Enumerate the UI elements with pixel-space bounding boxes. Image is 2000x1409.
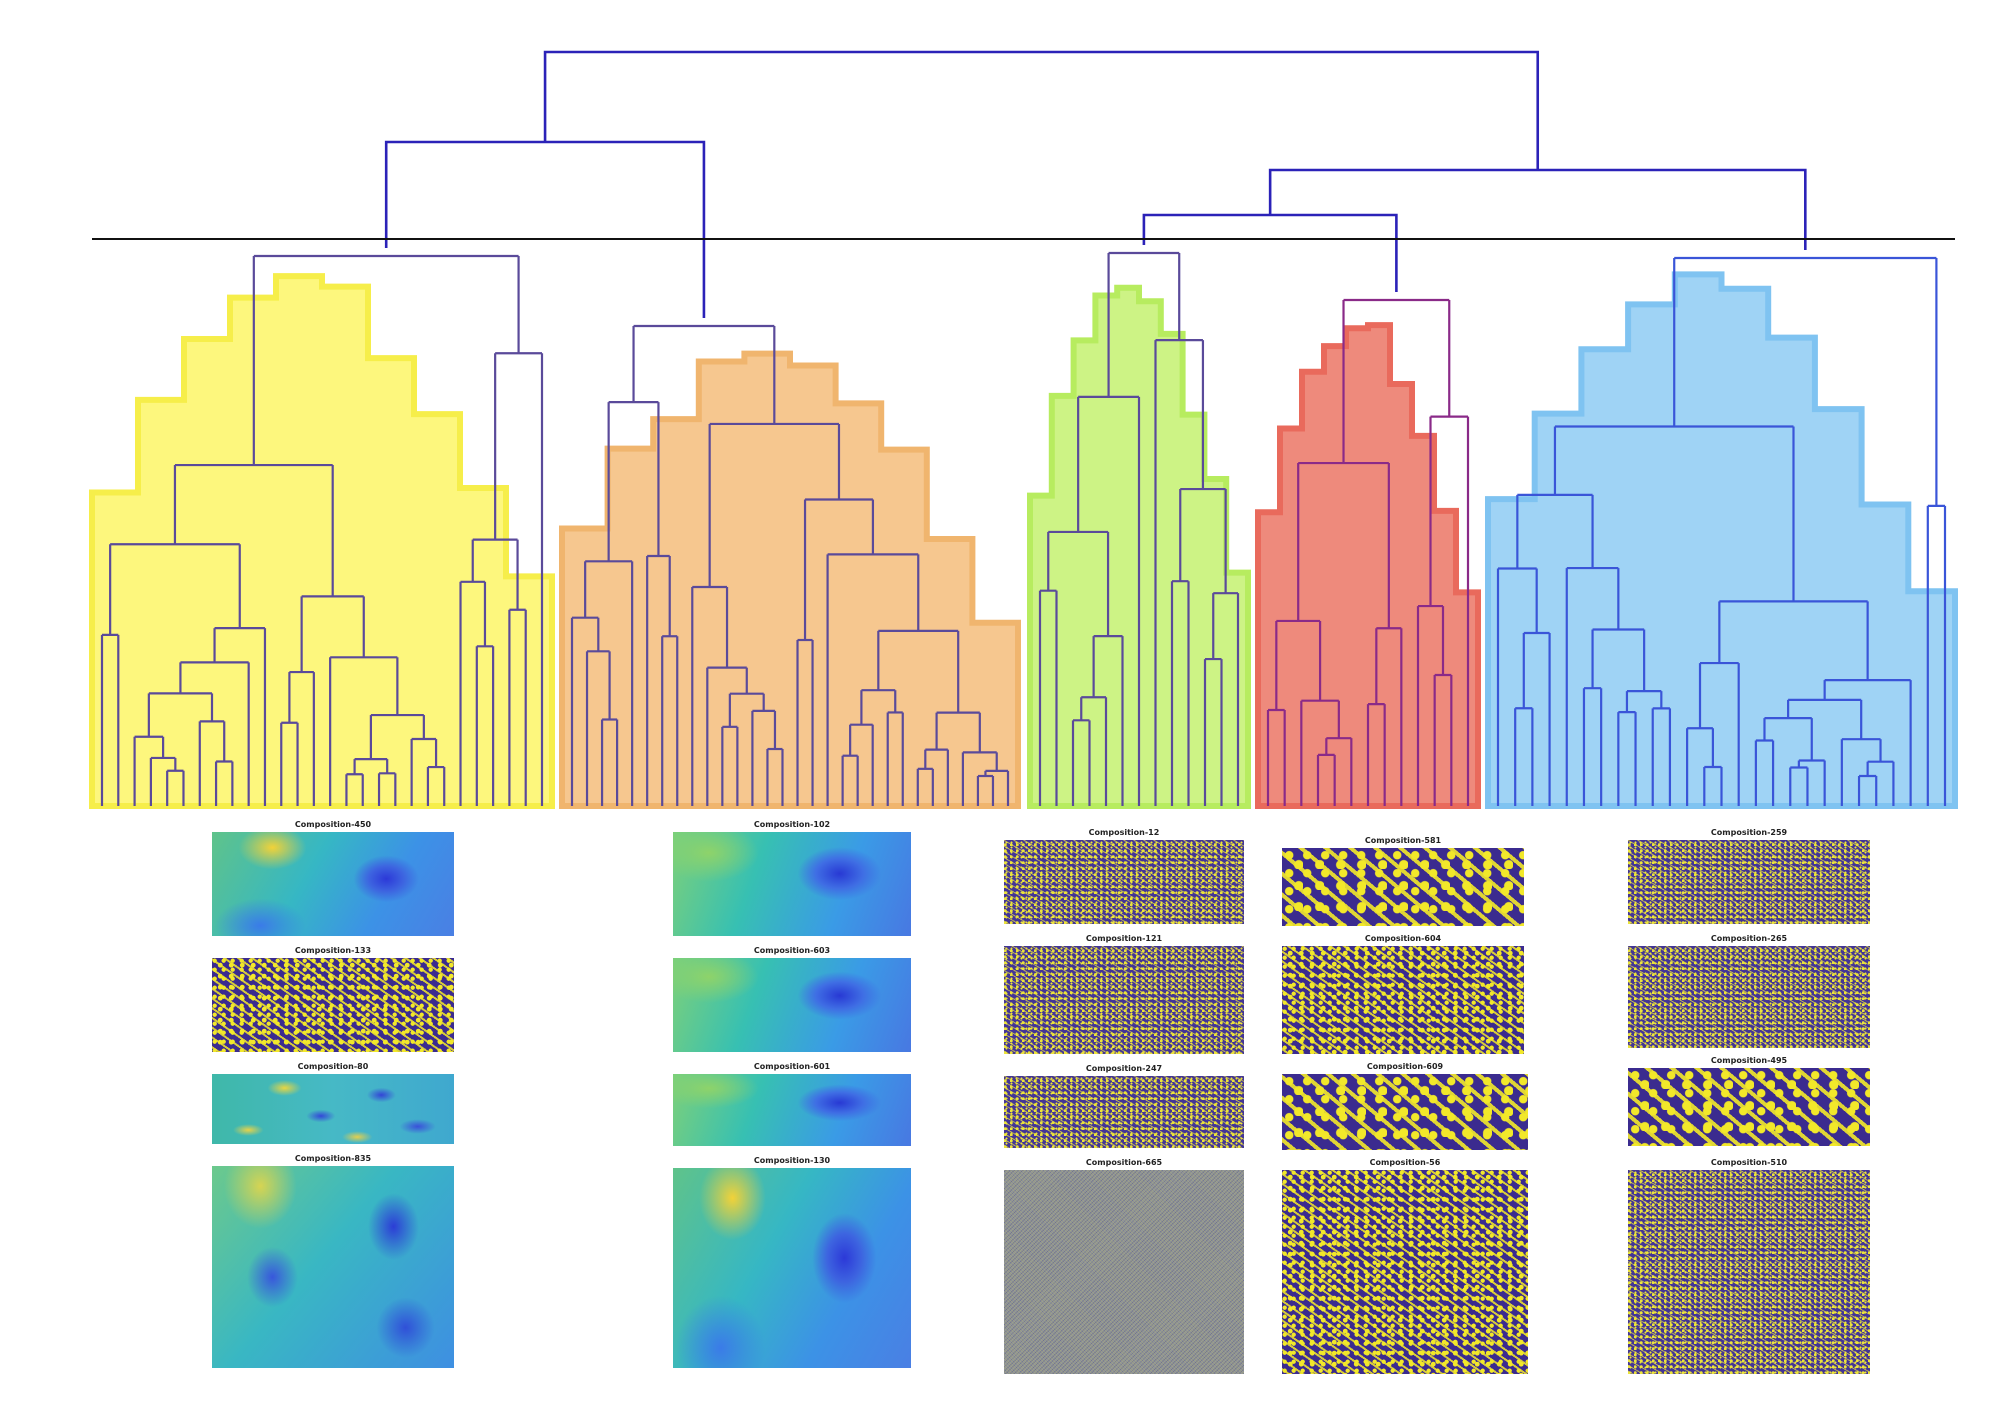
panel-title: Composition-609 (1366, 1062, 1444, 1071)
panel-image (1282, 1074, 1528, 1150)
panel-image (1628, 1068, 1870, 1146)
panel-title: Composition-247 (1085, 1064, 1163, 1073)
panel-image (1282, 946, 1524, 1054)
panel-image (1004, 946, 1244, 1054)
panel-image (212, 958, 454, 1052)
panel-image (673, 1168, 911, 1368)
panel-image (1282, 848, 1524, 926)
panel-title: Composition-265 (1710, 934, 1788, 943)
panel: Composition-609 (1282, 1060, 1528, 1150)
top-level-links (384, 50, 1807, 318)
panel-title: Composition-665 (1085, 1158, 1163, 1167)
merge-link (543, 50, 1540, 170)
panel-image (1004, 1076, 1244, 1148)
panel-image (1628, 946, 1870, 1048)
panel-image (1282, 1170, 1528, 1374)
panel-title: Composition-259 (1710, 828, 1788, 837)
panel-title: Composition-130 (753, 1156, 831, 1165)
panel: Composition-450 (212, 818, 454, 936)
panel-image (1004, 1170, 1244, 1374)
panel: Composition-130 (673, 1154, 911, 1368)
panel: Composition-581 (1282, 834, 1524, 926)
panel: Composition-601 (673, 1060, 911, 1146)
panel: Composition-835 (212, 1152, 454, 1368)
panel-title: Composition-56 (1369, 1158, 1441, 1167)
panel: Composition-12 (1004, 826, 1244, 924)
panel: Composition-259 (1628, 826, 1870, 924)
cluster-links (100, 251, 1947, 806)
panel-image (1004, 840, 1244, 924)
panel: Composition-265 (1628, 932, 1870, 1048)
panel-image (1628, 1170, 1870, 1374)
dendrogram (89, 50, 1958, 809)
panel-image (673, 958, 911, 1052)
panel: Composition-102 (673, 818, 911, 936)
panel-title: Composition-601 (753, 1062, 831, 1071)
panel-image (212, 832, 454, 936)
panel: Composition-604 (1282, 932, 1524, 1054)
panel: Composition-603 (673, 944, 911, 1052)
panel-image (673, 1074, 911, 1146)
panel-title: Composition-495 (1710, 1056, 1788, 1065)
panel: Composition-665 (1004, 1156, 1244, 1374)
panel: Composition-510 (1628, 1156, 1870, 1374)
panel-title: Composition-603 (753, 946, 831, 955)
panel: Composition-80 (212, 1060, 454, 1144)
panel-title: Composition-80 (297, 1062, 369, 1071)
panel: Composition-133 (212, 944, 454, 1052)
panel-title: Composition-133 (294, 946, 372, 955)
panel-title: Composition-604 (1364, 934, 1442, 943)
panel-image (212, 1074, 454, 1144)
panel-image (212, 1166, 454, 1368)
cluster-region-yellow (89, 273, 555, 809)
panel-title: Composition-450 (294, 820, 372, 829)
cluster-region-red (1255, 322, 1481, 809)
panel-title: Composition-121 (1085, 934, 1163, 943)
panel-title: Composition-102 (753, 820, 831, 829)
panel: Composition-56 (1282, 1156, 1528, 1374)
panel-title: Composition-581 (1364, 836, 1442, 845)
panel-title: Composition-835 (294, 1154, 372, 1163)
panel: Composition-495 (1628, 1054, 1870, 1146)
panel-image (673, 832, 911, 936)
panel-title: Composition-12 (1088, 828, 1160, 837)
panel-title: Composition-510 (1710, 1158, 1788, 1167)
panel: Composition-121 (1004, 932, 1244, 1054)
panel-image (1628, 840, 1870, 924)
panel: Composition-247 (1004, 1062, 1244, 1148)
cluster-region-blue (1485, 271, 1958, 809)
